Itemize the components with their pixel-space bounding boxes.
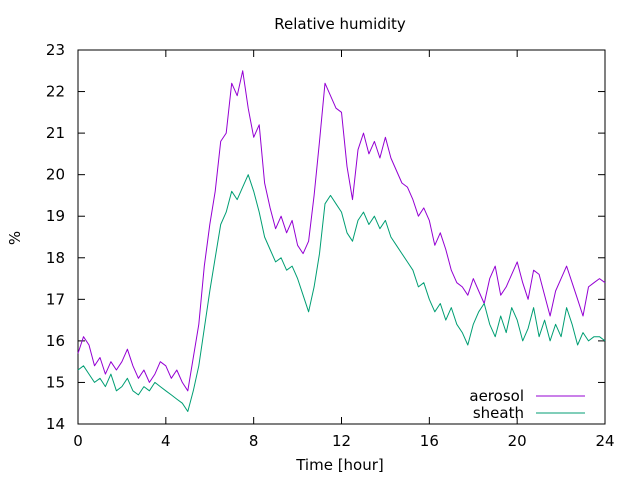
x-tick-label: 12 bbox=[332, 432, 351, 450]
x-tick-label: 16 bbox=[420, 432, 439, 450]
y-tick-label: 14 bbox=[46, 415, 65, 433]
y-tick-label: 20 bbox=[46, 166, 65, 184]
series-line-sheath bbox=[77, 174, 606, 412]
y-axis-label: % bbox=[6, 231, 24, 245]
x-axis: 0 4 8 12 16 20 24 bbox=[73, 50, 615, 450]
x-tick-label: 24 bbox=[595, 432, 614, 450]
y-tick-label: 18 bbox=[46, 249, 65, 267]
series-line-aerosol bbox=[77, 70, 606, 392]
y-tick-label: 15 bbox=[46, 373, 65, 391]
x-tick-label: 0 bbox=[73, 432, 83, 450]
plot-frame bbox=[77, 49, 606, 425]
y-tick-label: 17 bbox=[46, 290, 65, 308]
x-tick-label: 4 bbox=[161, 432, 171, 450]
legend-label-aerosol: aerosol bbox=[469, 387, 524, 405]
y-tick-label: 22 bbox=[46, 83, 65, 101]
x-tick-label: 20 bbox=[508, 432, 527, 450]
y-tick-label: 19 bbox=[46, 207, 65, 225]
legend-label-sheath: sheath bbox=[473, 404, 524, 422]
y-axis: 14 15 16 17 18 19 20 21 22 23 bbox=[46, 41, 605, 433]
x-axis-label: Time [hour] bbox=[295, 456, 384, 474]
series-layer bbox=[77, 70, 606, 412]
y-tick-label: 21 bbox=[46, 124, 65, 142]
chart-title: Relative humidity bbox=[274, 15, 406, 33]
y-tick-label: 23 bbox=[46, 41, 65, 59]
y-tick-label: 16 bbox=[46, 332, 65, 350]
x-tick-label: 8 bbox=[249, 432, 259, 450]
